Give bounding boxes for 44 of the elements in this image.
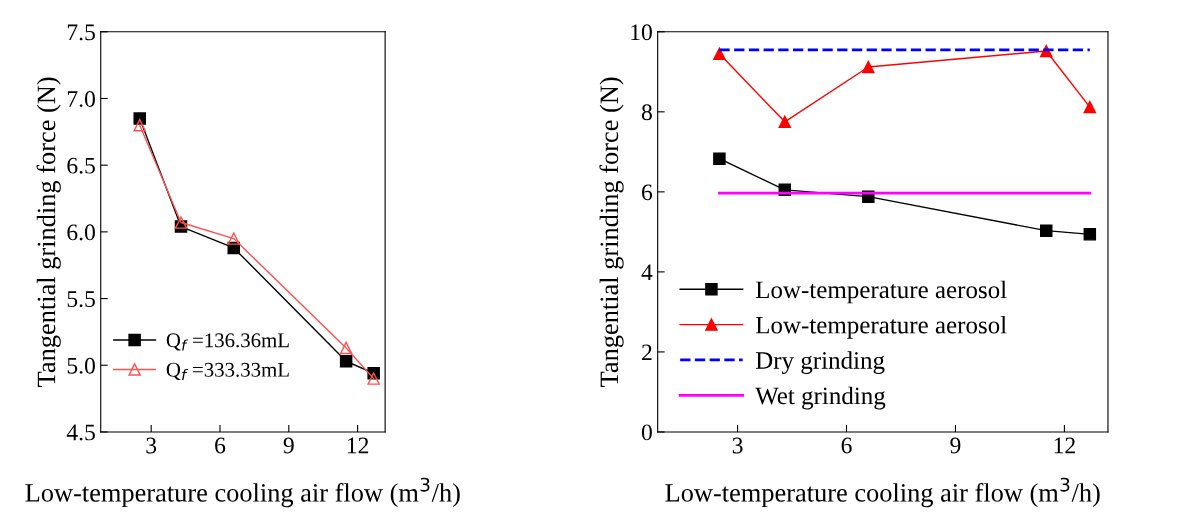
point [367, 372, 380, 385]
y-tick-label: 5.0 [67, 357, 95, 374]
y-axis-title: Tangential grinding force (N) [599, 77, 624, 387]
y-tick-label: 4 [641, 264, 653, 281]
legend-label: Q$_{f}$ =333.33mL [166, 362, 289, 381]
point [339, 341, 353, 355]
x-tick-label: 9 [950, 437, 961, 454]
y-tick-label: 2 [642, 344, 652, 361]
point [1039, 224, 1053, 237]
point [227, 232, 241, 245]
y-tick-label: 7.5 [67, 24, 95, 41]
x-axis-title: Low-temperature cooling air flow (m$^{3}$/h) [25, 477, 460, 508]
x-tick-label: 6 [841, 437, 852, 454]
x-tick-label: 9 [283, 437, 294, 454]
y-tick-label: 10 [631, 24, 652, 41]
point [1083, 100, 1097, 114]
point [174, 216, 188, 229]
x-tick-label: 3 [146, 437, 157, 454]
x-tick-label: 3 [732, 437, 743, 454]
x-tick-label: 12 [1054, 437, 1075, 454]
x-axis-title: Low-temperature cooling air flow (m$^{3}$/h) [665, 477, 1100, 508]
point [1083, 228, 1097, 241]
point [713, 152, 726, 165]
y-tick-label: 6.5 [67, 157, 95, 174]
point [133, 118, 146, 132]
x-tick-label: 6 [215, 437, 226, 454]
legend-label: Q$_{f}$ =136.36mL [166, 333, 289, 351]
legend-label: Low-temperature aerosol [755, 280, 1007, 304]
y-tick-label: 0 [641, 424, 652, 441]
legend-label: Low-temperature aerosol [755, 315, 1007, 339]
x-tick-label: 12 [347, 437, 369, 454]
y-tick-label: 5.5 [67, 291, 95, 308]
point [778, 115, 792, 129]
y-tick-label: 8 [641, 104, 652, 121]
y-axis-title: Tangential grinding force (N) [36, 77, 61, 387]
point [713, 47, 726, 61]
y-tick-label: 7.0 [67, 90, 95, 108]
legend-label: Wet grinding [755, 386, 886, 410]
y-tick-label: 4.5 [66, 424, 95, 441]
point [339, 355, 353, 368]
point [862, 60, 875, 74]
y-tick-label: 6 [642, 184, 653, 201]
y-tick-label: 6.0 [67, 224, 95, 241]
legend-label: Dry grinding [755, 351, 885, 375]
